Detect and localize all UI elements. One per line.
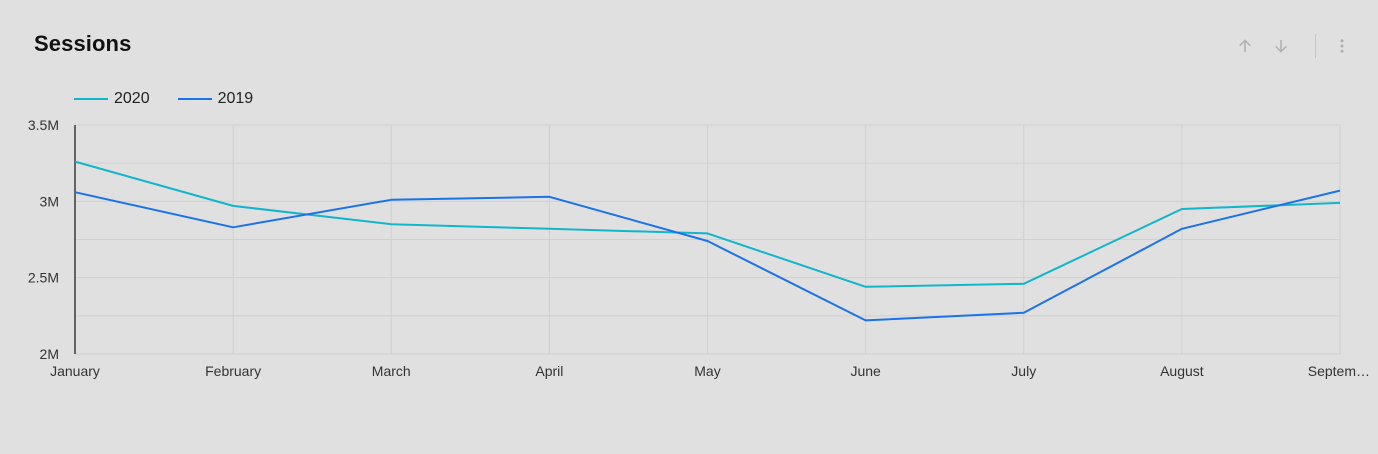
legend-swatch-2020 [74, 98, 108, 100]
x-tick-label: April [535, 363, 563, 379]
legend-label-2020: 2020 [114, 90, 150, 107]
x-tick-label: Septem… [1308, 363, 1370, 379]
more-vert-icon [1340, 39, 1344, 53]
legend-swatch-2019 [177, 98, 212, 100]
toolbar-divider [1315, 34, 1316, 58]
legend-label-2019: 2019 [217, 90, 254, 107]
x-tick-label: August [1160, 363, 1204, 379]
chart-title: Sessions [34, 31, 132, 56]
series-line-2020 [74, 160, 1341, 288]
arrow-down-icon [1275, 40, 1287, 53]
sort-up-button[interactable] [1233, 34, 1257, 58]
legend-item-2020[interactable]: 2020 [74, 90, 150, 108]
legend-item-2019[interactable]: 2019 [177, 90, 254, 108]
x-tick-label: January [50, 363, 100, 379]
x-tick-label: June [850, 363, 881, 379]
chart-toolbar [1233, 34, 1354, 58]
y-tick-label: 2.5M [28, 270, 59, 286]
x-tick-label: May [694, 363, 720, 379]
chart-legend: 2020 2019 [74, 90, 281, 108]
sort-down-button[interactable] [1269, 34, 1293, 58]
y-tick-label: 3.5M [28, 117, 59, 133]
more-options-button[interactable] [1330, 34, 1354, 58]
y-tick-label: 3M [40, 193, 59, 209]
x-tick-label: February [205, 363, 261, 379]
x-tick-label: July [1011, 363, 1036, 379]
x-tick-label: March [372, 363, 411, 379]
arrow-up-icon [1239, 39, 1251, 52]
series-line-2019 [74, 189, 1341, 322]
y-tick-label: 2M [40, 346, 59, 362]
